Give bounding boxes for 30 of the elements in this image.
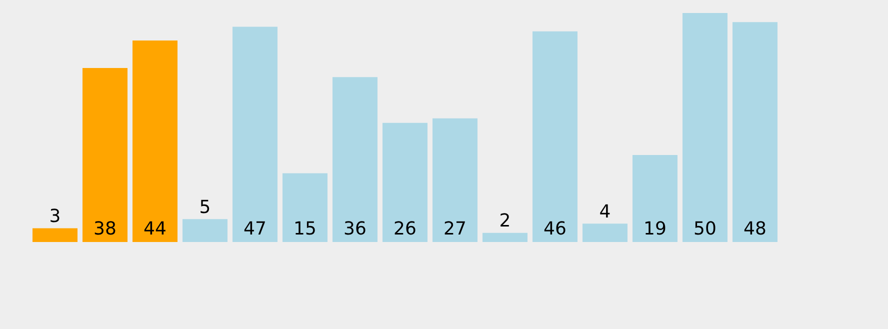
bar	[282, 173, 328, 242]
data-label: 5	[199, 196, 211, 218]
bar	[332, 77, 378, 242]
bar	[532, 31, 578, 242]
data-label: 19	[644, 218, 666, 240]
data-label: 27	[444, 218, 466, 240]
bar	[732, 22, 778, 242]
data-label: 46	[544, 218, 566, 240]
data-label: 47	[244, 218, 266, 240]
bar	[682, 13, 728, 242]
bar	[32, 228, 78, 242]
bar	[432, 118, 478, 242]
bar	[132, 40, 178, 242]
data-label: 50	[694, 218, 716, 240]
bar	[582, 224, 628, 242]
data-label: 3	[49, 206, 61, 227]
bar	[482, 232, 528, 242]
data-label: 26	[394, 218, 416, 240]
data-label: 48	[744, 218, 766, 240]
bar	[632, 154, 678, 242]
data-label: 36	[344, 218, 366, 240]
data-label: 2	[499, 210, 511, 232]
data-label: 44	[144, 218, 166, 240]
bar	[82, 68, 128, 242]
data-label: 15	[294, 218, 316, 240]
data-label: 38	[94, 218, 116, 240]
data-label: 4	[599, 201, 611, 222]
bar	[232, 26, 278, 242]
bar	[182, 219, 228, 242]
bar	[382, 122, 428, 242]
